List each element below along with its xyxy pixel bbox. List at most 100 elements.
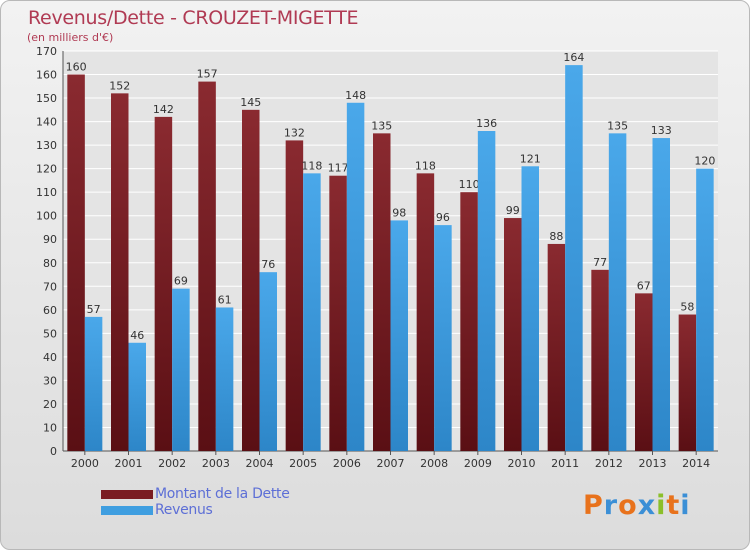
- bar-dette: [547, 243, 566, 451]
- chart-subtitle: (en milliers d'€): [27, 31, 114, 44]
- bar-revenus: [521, 166, 539, 451]
- y-tick-label: 120: [36, 163, 57, 176]
- data-label-revenus: 120: [694, 155, 715, 168]
- data-label-dette: 67: [637, 279, 651, 292]
- bar-revenus: [128, 342, 146, 451]
- y-tick-label: 150: [36, 92, 57, 105]
- bar-revenus: [696, 168, 714, 451]
- y-tick-label: 30: [43, 374, 57, 387]
- x-tick-label: 2004: [246, 457, 274, 470]
- data-label-revenus: 76: [261, 258, 275, 271]
- legend-label-revenus: Revenus: [155, 502, 213, 518]
- x-tick-label: 2006: [333, 457, 361, 470]
- bar-dette: [242, 109, 260, 451]
- bar-revenus: [390, 220, 408, 451]
- x-tick-label: 2010: [508, 457, 536, 470]
- data-label-dette: 145: [240, 96, 261, 109]
- data-label-revenus: 61: [218, 293, 232, 306]
- y-tick-label: 130: [36, 139, 57, 152]
- bar-revenus: [346, 102, 365, 451]
- data-label-revenus: 98: [392, 206, 406, 219]
- x-tick-label: 2002: [158, 457, 186, 470]
- y-tick-label: 60: [43, 304, 57, 317]
- x-tick-label: 2014: [682, 457, 710, 470]
- bar-dette: [111, 93, 129, 452]
- y-tick-label: 10: [43, 421, 57, 434]
- bar-revenus: [303, 173, 321, 451]
- data-label-dette: 118: [415, 159, 436, 172]
- y-tick-label: 140: [36, 116, 57, 129]
- legend-swatch-revenus: [101, 505, 153, 515]
- chart-title: Revenus/Dette - CROUZET-MIGETTE: [28, 7, 359, 29]
- x-tick-label: 2012: [595, 457, 623, 470]
- bar-dette: [504, 218, 522, 451]
- bar-dette: [373, 133, 391, 451]
- bar-revenus: [84, 316, 103, 451]
- data-label-dette: 135: [371, 119, 392, 132]
- x-tick-label: 2005: [289, 457, 317, 470]
- data-label-dette: 142: [153, 103, 174, 116]
- logo-letter: r: [603, 490, 619, 521]
- data-label-revenus: 96: [436, 211, 450, 224]
- x-tick-label: 2011: [551, 457, 579, 470]
- y-tick-label: 80: [43, 257, 57, 270]
- data-label-dette: 99: [506, 204, 520, 217]
- data-label-dette: 157: [197, 68, 218, 81]
- legend-swatch-dette: [101, 489, 153, 499]
- bar-revenus: [565, 65, 583, 451]
- data-label-revenus: 135: [607, 119, 628, 132]
- y-tick-label: 100: [36, 210, 57, 223]
- bar-dette: [460, 192, 478, 452]
- legend-label-dette: Montant de la Dette: [155, 486, 290, 502]
- y-tick-label: 90: [43, 233, 57, 246]
- bar-revenus: [215, 307, 234, 451]
- bar-dette: [678, 314, 697, 451]
- logo-letter: i: [656, 490, 667, 521]
- y-tick-label: 40: [43, 351, 57, 364]
- y-tick-label: 170: [36, 45, 57, 58]
- bar-dette: [591, 269, 609, 451]
- data-label-dette: 88: [549, 230, 563, 243]
- bar-revenus: [434, 225, 452, 451]
- bar-dette: [198, 81, 216, 452]
- logo-letter: x: [637, 490, 657, 521]
- bar-dette: [285, 140, 304, 452]
- logo-letter: o: [618, 490, 638, 521]
- data-label-dette: 132: [284, 126, 305, 139]
- logo-letter: P: [583, 490, 604, 521]
- bar-revenus: [652, 138, 670, 451]
- legend-item-revenus: Revenus: [101, 502, 290, 518]
- x-tick-label: 2013: [639, 457, 667, 470]
- bar-revenus: [477, 131, 496, 451]
- x-tick-label: 2008: [420, 457, 448, 470]
- bar-revenus: [608, 133, 627, 451]
- y-tick-label: 70: [43, 280, 57, 293]
- x-tick-label: 2009: [464, 457, 492, 470]
- data-label-revenus: 133: [651, 124, 672, 137]
- x-tick-label: 2003: [202, 457, 230, 470]
- data-label-dette: 152: [109, 79, 130, 92]
- bar-dette: [416, 173, 435, 451]
- data-label-dette: 77: [593, 256, 607, 269]
- y-tick-label: 0: [50, 445, 57, 458]
- bar-dette: [154, 116, 173, 451]
- bar-revenus: [259, 272, 277, 451]
- y-tick-label: 160: [36, 69, 57, 82]
- y-tick-label: 50: [43, 327, 57, 340]
- proxiti-logo: Proxiti: [583, 490, 691, 521]
- data-label-dette: 110: [459, 178, 480, 191]
- data-label-dette: 117: [328, 162, 349, 175]
- data-label-revenus: 46: [130, 329, 144, 342]
- data-label-dette: 160: [66, 61, 87, 74]
- logo-letter: i: [680, 490, 691, 521]
- data-label-revenus: 148: [345, 89, 366, 102]
- data-label-revenus: 121: [520, 152, 541, 165]
- data-label-revenus: 164: [563, 51, 584, 64]
- bar-dette: [329, 175, 347, 452]
- data-label-revenus: 118: [301, 159, 322, 172]
- x-tick-label: 2000: [71, 457, 99, 470]
- data-label-dette: 58: [680, 301, 694, 314]
- data-label-revenus: 69: [174, 275, 188, 288]
